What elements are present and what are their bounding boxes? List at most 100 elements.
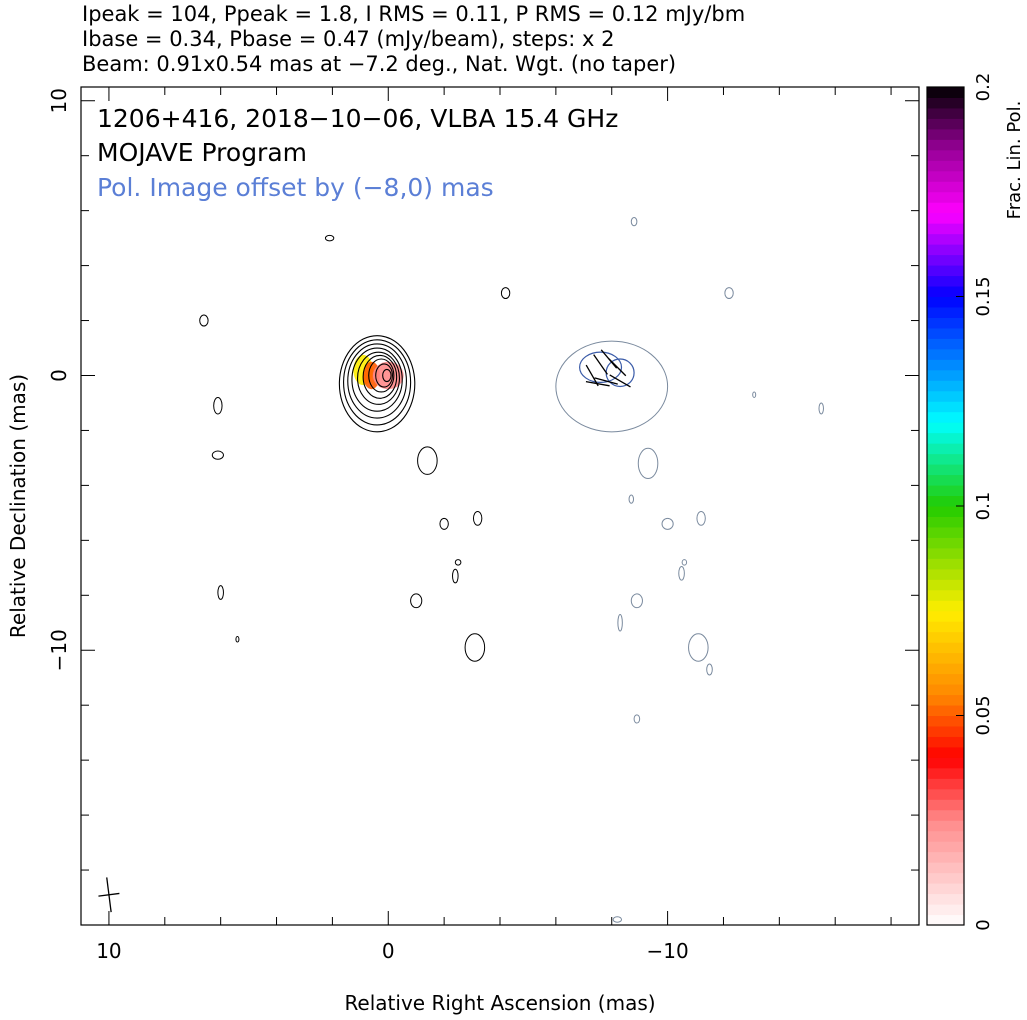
colorbar-swatch bbox=[927, 579, 964, 591]
colorbar-tick-label: 0.05 bbox=[973, 695, 994, 735]
pol-noise-contour bbox=[661, 517, 674, 530]
colorbar-swatch bbox=[927, 432, 964, 444]
evpa-vector bbox=[608, 358, 627, 377]
colorbar-swatch bbox=[927, 893, 964, 905]
stokes-i-noise-contour bbox=[324, 234, 335, 242]
colorbar-swatch bbox=[927, 862, 964, 874]
stokes-i-contour bbox=[351, 347, 403, 412]
colorbar-swatch bbox=[927, 516, 964, 528]
colorbar-swatch bbox=[927, 223, 964, 235]
stokes-i-noise-contour bbox=[235, 636, 240, 643]
colorbar-swatch bbox=[927, 495, 964, 507]
colorbar-swatch bbox=[927, 694, 964, 706]
colorbar-swatch bbox=[927, 841, 964, 853]
colorbar-swatch bbox=[927, 757, 964, 769]
colorbar-swatch bbox=[927, 139, 964, 151]
plot-frame bbox=[80, 86, 920, 926]
colorbar-swatch bbox=[927, 684, 964, 696]
colorbar-swatch bbox=[927, 464, 964, 476]
header-line-1: Ipeak = 104, Ppeak = 1.8, I RMS = 0.11, … bbox=[82, 2, 746, 26]
stokes-i-contour bbox=[362, 354, 398, 399]
pol-noise-contour bbox=[637, 447, 659, 480]
map-title: 1206+416, 2018−10−06, VLBA 15.4 GHz bbox=[97, 104, 618, 133]
colorbar-swatch bbox=[927, 380, 964, 392]
colorbar: 0 0.05 0.1 0.15 0.2 bbox=[927, 73, 994, 931]
pol-noise-contour bbox=[752, 391, 757, 398]
colorbar-swatch bbox=[927, 422, 964, 434]
y-axis-label: Relative Declination (mas) bbox=[6, 374, 30, 638]
colorbar-swatch bbox=[927, 631, 964, 643]
colorbar-swatch bbox=[927, 118, 964, 130]
pol-noise-contour bbox=[724, 287, 734, 300]
y-tick-label: 0 bbox=[47, 369, 71, 382]
y-tick-label: 10 bbox=[47, 88, 71, 113]
colorbar-swatch bbox=[927, 87, 964, 98]
evpa-vector bbox=[594, 377, 618, 385]
beam-minor-axis bbox=[98, 892, 120, 897]
x-tick-label: 10 bbox=[96, 939, 121, 963]
pol-noise-contour bbox=[617, 614, 623, 632]
stokes-i-noise-contour bbox=[211, 450, 224, 460]
colorbar-swatch bbox=[927, 705, 964, 716]
colorbar-tick-label: 0.2 bbox=[973, 73, 994, 102]
colorbar-label: Frac. Lin. Pol. bbox=[1004, 101, 1025, 220]
colorbar-swatch bbox=[927, 474, 964, 486]
colorbar-swatch bbox=[927, 359, 964, 371]
x-axis-label: Relative Right Ascension (mas) bbox=[344, 991, 655, 1015]
colorbar-swatch bbox=[927, 202, 964, 214]
evpa-vector bbox=[585, 381, 610, 387]
stokes-i-noise-contour bbox=[464, 633, 486, 662]
evpa-vector bbox=[593, 354, 608, 375]
colorbar-swatch bbox=[927, 390, 964, 402]
stokes-i-noise-contour bbox=[472, 510, 483, 526]
stokes-i-noise-contour bbox=[454, 559, 462, 566]
colorbar-swatch bbox=[927, 746, 964, 758]
colorbar-swatch bbox=[927, 799, 964, 811]
colorbar-swatch bbox=[927, 348, 964, 360]
pol-noise-contour bbox=[612, 916, 623, 923]
pol-inner-contour bbox=[579, 351, 623, 383]
stokes-i-contour bbox=[347, 343, 407, 419]
stokes-i-noise-contour bbox=[439, 517, 449, 530]
colorbar-swatch bbox=[927, 453, 964, 465]
pol-noise-contour bbox=[696, 510, 706, 526]
evpa-vector bbox=[585, 364, 599, 387]
stokes-i-contour bbox=[338, 335, 416, 433]
colorbar-swatch bbox=[927, 212, 964, 224]
colorbar-swatch bbox=[927, 673, 964, 685]
stokes-i-noise-contour bbox=[217, 585, 224, 600]
colorbar-swatch bbox=[927, 558, 964, 570]
offset-note: Pol. Image offset by (−8,0) mas bbox=[97, 173, 494, 202]
stokes-i-noise-contour bbox=[199, 314, 209, 327]
pol-noise-contour bbox=[628, 494, 635, 504]
colorbar-swatch bbox=[927, 401, 964, 413]
colorbar-swatch bbox=[927, 443, 964, 455]
pol-outer-contour bbox=[555, 340, 669, 433]
colorbar-swatch bbox=[927, 736, 964, 748]
colorbar-swatch bbox=[927, 872, 964, 884]
stokes-i-noise-contour bbox=[500, 287, 511, 300]
colorbar-swatch bbox=[927, 547, 964, 559]
colorbar-swatch bbox=[927, 767, 964, 779]
colorbar-swatch bbox=[927, 914, 964, 926]
colorbar-swatch bbox=[927, 778, 964, 790]
colorbar-swatch bbox=[927, 296, 964, 308]
colorbar-swatch bbox=[927, 883, 964, 895]
colorbar-swatch bbox=[927, 820, 964, 832]
colorbar-swatch bbox=[927, 725, 964, 737]
header-line-2: Ibase = 0.34, Pbase = 0.47 (mJy/beam), s… bbox=[82, 27, 615, 51]
header-line-3: Beam: 0.91x0.54 mas at −7.2 deg., Nat. W… bbox=[82, 52, 677, 76]
pol-noise-contour bbox=[688, 633, 709, 662]
x-tick-label: 0 bbox=[382, 939, 395, 963]
colorbar-swatch bbox=[927, 275, 964, 287]
colorbar-swatch bbox=[927, 128, 964, 140]
colorbar-swatch bbox=[927, 191, 964, 203]
colorbar-swatch bbox=[927, 485, 964, 497]
stokes-i-contour bbox=[368, 358, 395, 393]
axis-ticks: 10 0 −10 10 0 −10 bbox=[47, 87, 919, 963]
colorbar-frame bbox=[926, 86, 965, 926]
colorbar-swatch bbox=[927, 642, 964, 654]
colorbar-swatch bbox=[927, 306, 964, 318]
pol-noise-contour bbox=[678, 565, 685, 581]
